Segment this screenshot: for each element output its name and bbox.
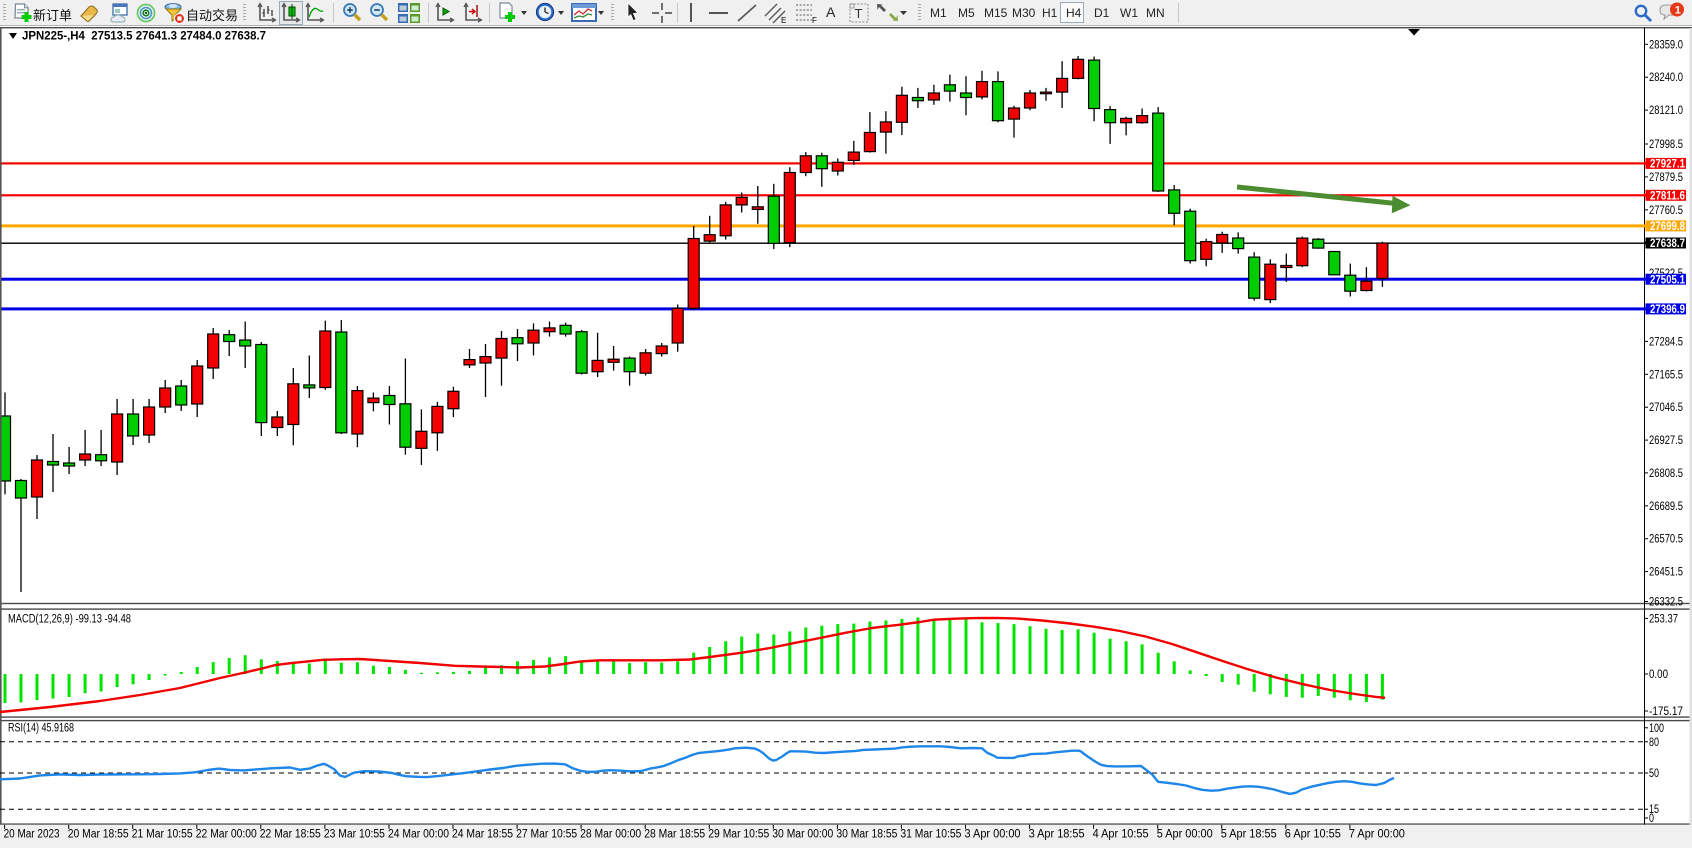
- svg-text:22 Mar 00:00: 22 Mar 00:00: [196, 829, 257, 841]
- svg-text:26332.5: 26332.5: [1649, 597, 1683, 609]
- svg-text:5 Apr 18:55: 5 Apr 18:55: [1221, 829, 1277, 841]
- svg-text:21 Mar 10:55: 21 Mar 10:55: [132, 829, 193, 841]
- svg-text:26451.5: 26451.5: [1649, 567, 1683, 579]
- svg-text:E: E: [781, 16, 786, 24]
- svg-text:29 Mar 10:55: 29 Mar 10:55: [708, 829, 769, 841]
- svg-text:253.37: 253.37: [1649, 613, 1678, 625]
- svg-text:6 Apr 10:55: 6 Apr 10:55: [1285, 829, 1341, 841]
- svg-text:27505.1: 27505.1: [1650, 274, 1686, 286]
- svg-text:-175.17: -175.17: [1649, 706, 1683, 718]
- svg-text:JPN225-,H4 27513.5 27641.3 27: JPN225-,H4 27513.5 27641.3 27484.0 27638…: [22, 31, 266, 43]
- svg-text:F: F: [812, 16, 817, 24]
- svg-text:27284.5: 27284.5: [1649, 336, 1683, 348]
- svg-text:3 Apr 00:00: 3 Apr 00:00: [965, 829, 1021, 841]
- svg-text:27396.9: 27396.9: [1650, 304, 1685, 316]
- svg-text:20 Mar 18:55: 20 Mar 18:55: [68, 829, 129, 841]
- svg-text:27165.5: 27165.5: [1649, 369, 1683, 381]
- svg-text:27811.6: 27811.6: [1650, 191, 1685, 203]
- svg-text:22 Mar 18:55: 22 Mar 18:55: [260, 829, 321, 841]
- svg-text:27638.7: 27638.7: [1650, 238, 1685, 250]
- svg-text:30 Mar 18:55: 30 Mar 18:55: [836, 829, 897, 841]
- svg-text:27998.5: 27998.5: [1649, 139, 1683, 151]
- svg-text:15: 15: [1649, 804, 1659, 816]
- svg-text:80: 80: [1649, 737, 1659, 749]
- svg-text:28121.0: 28121.0: [1649, 105, 1683, 117]
- svg-text:24 Mar 00:00: 24 Mar 00:00: [388, 829, 449, 841]
- svg-text:50: 50: [1649, 768, 1659, 780]
- svg-text:28240.0: 28240.0: [1649, 72, 1683, 84]
- svg-text:MACD(12,26,9) -99.13 -94.48: MACD(12,26,9) -99.13 -94.48: [8, 614, 131, 626]
- svg-text:T: T: [855, 6, 863, 21]
- svg-text:0.00: 0.00: [1649, 669, 1668, 681]
- svg-text:28 Mar 00:00: 28 Mar 00:00: [580, 829, 641, 841]
- svg-text:7 Apr 00:00: 7 Apr 00:00: [1349, 829, 1405, 841]
- svg-text:31 Mar 10:55: 31 Mar 10:55: [900, 829, 961, 841]
- svg-text:27 Mar 10:55: 27 Mar 10:55: [516, 829, 577, 841]
- svg-text:27046.5: 27046.5: [1649, 402, 1683, 414]
- svg-text:30 Mar 00:00: 30 Mar 00:00: [772, 829, 833, 841]
- svg-text:24 Mar 18:55: 24 Mar 18:55: [452, 829, 513, 841]
- svg-text:4 Apr 10:55: 4 Apr 10:55: [1093, 829, 1149, 841]
- svg-text:26689.5: 26689.5: [1649, 501, 1683, 513]
- svg-text:26927.5: 26927.5: [1649, 435, 1683, 447]
- svg-text:26808.5: 26808.5: [1649, 468, 1683, 480]
- svg-text:1: 1: [1675, 5, 1681, 17]
- svg-text:RSI(14) 45.9168: RSI(14) 45.9168: [8, 723, 74, 735]
- svg-text:27927.1: 27927.1: [1650, 159, 1686, 171]
- svg-text:20 Mar 2023: 20 Mar 2023: [4, 829, 60, 841]
- svg-text:0: 0: [1649, 813, 1654, 825]
- svg-text:23 Mar 10:55: 23 Mar 10:55: [324, 829, 385, 841]
- svg-text:3 Apr 18:55: 3 Apr 18:55: [1029, 829, 1085, 841]
- svg-text:27879.5: 27879.5: [1649, 172, 1683, 184]
- svg-text:27699.8: 27699.8: [1650, 221, 1686, 233]
- svg-text:28359.0: 28359.0: [1649, 39, 1683, 51]
- svg-text:27760.5: 27760.5: [1649, 205, 1683, 217]
- svg-text:28 Mar 18:55: 28 Mar 18:55: [644, 829, 705, 841]
- svg-text:26570.5: 26570.5: [1649, 534, 1683, 546]
- svg-text:5 Apr 00:00: 5 Apr 00:00: [1157, 829, 1213, 841]
- svg-text:100: 100: [1649, 723, 1664, 735]
